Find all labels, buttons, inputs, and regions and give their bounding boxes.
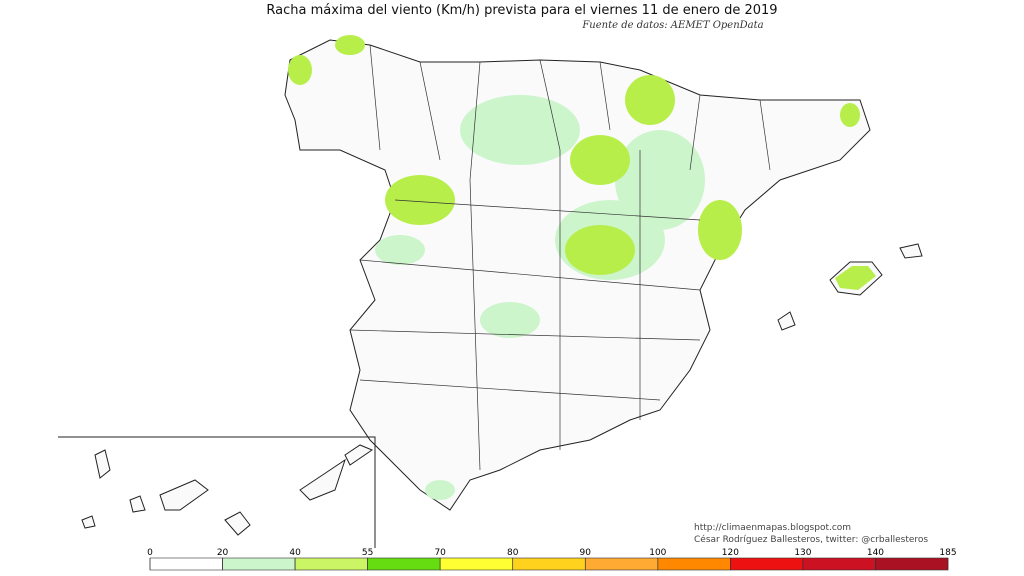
- legend-swatch: [149, 557, 223, 571]
- legend-swatch: [439, 557, 514, 571]
- legend-label: 20: [217, 548, 229, 558]
- legend-swatch: [512, 557, 586, 571]
- menorca: [899, 243, 923, 259]
- legend-label: 40: [289, 548, 301, 558]
- legend-label: 55: [362, 548, 373, 558]
- legend: 0 20 40 55 70 80 90 100 120 130 140 185: [147, 548, 957, 571]
- legend-label: 100: [649, 548, 666, 558]
- legend-swatch: [294, 557, 368, 571]
- iberia: [284, 35, 923, 511]
- legend-swatch: [222, 557, 296, 571]
- legend-swatch: [584, 557, 659, 571]
- credit-url: http://climaenmapas.blogspot.com: [694, 523, 851, 533]
- legend-swatch: [367, 557, 441, 571]
- legend-label: 70: [434, 548, 446, 558]
- title: Racha máxima del viento (Km/h) prevista …: [266, 3, 777, 18]
- legend-label: 0: [147, 548, 153, 558]
- legend-swatch: [802, 557, 876, 571]
- spain: [284, 39, 871, 511]
- legend-label: 80: [507, 548, 519, 558]
- wind-zones: [288, 35, 860, 500]
- source: Fuente de datos: AEMET OpenData: [581, 20, 763, 31]
- legend-swatch: [657, 557, 731, 571]
- legend-label: 140: [867, 548, 884, 558]
- credit-author: César Rodríguez Ballesteros, twitter: @c…: [694, 534, 928, 545]
- legend-swatch: [730, 557, 804, 571]
- province-borders: [349, 44, 771, 471]
- legend-label: 120: [722, 548, 739, 558]
- legend-label: 90: [580, 548, 592, 558]
- legend-label: 185: [939, 548, 956, 558]
- canary-inset: [58, 436, 376, 548]
- legend-swatch: [875, 557, 949, 571]
- ibiza: [777, 311, 796, 331]
- legend-label: 130: [794, 548, 811, 558]
